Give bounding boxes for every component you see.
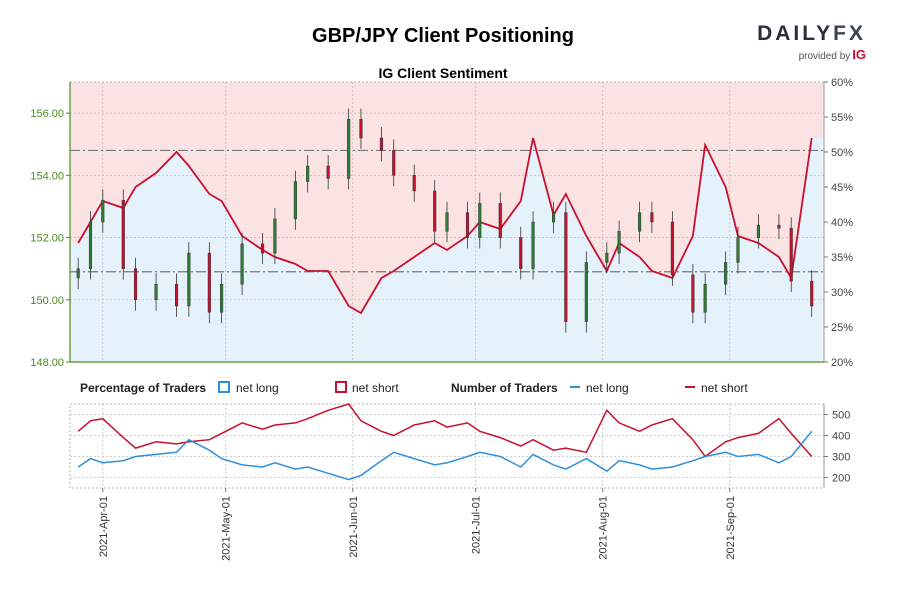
traders-tick-label: 400	[832, 431, 850, 443]
sentiment-tick-label: 35%	[831, 252, 853, 264]
brand-name: DAILYFX	[757, 22, 866, 46]
candle	[703, 283, 707, 313]
sentiment-tick-label: 60%	[831, 77, 853, 89]
candle	[584, 262, 588, 322]
date-tick-label: 2021-Jul-01	[471, 496, 483, 554]
chart-subtitle: IG Client Sentiment	[378, 65, 507, 81]
candle	[478, 203, 482, 238]
traders-tick-label: 200	[832, 473, 850, 485]
candle	[347, 119, 351, 179]
ig-logo: IG	[852, 47, 866, 62]
candle	[220, 283, 224, 313]
candle	[261, 243, 265, 254]
price-sentiment-panel: 148.00 150.00 152.00 154.00 156.00 20% 25% 30% 3…	[30, 77, 853, 369]
candle	[736, 237, 740, 263]
candle	[756, 224, 760, 238]
candle	[810, 280, 814, 307]
sentiment-tick-label: 45%	[831, 182, 853, 194]
candle	[174, 283, 179, 307]
candle	[617, 231, 621, 254]
date-tick-label: 2021-Sep-01	[725, 496, 737, 560]
brand-name-left: DAILY	[757, 22, 834, 45]
net-short-area	[70, 82, 824, 313]
candle	[519, 237, 523, 269]
candle	[207, 252, 211, 313]
candle	[154, 283, 158, 301]
candle	[465, 212, 470, 238]
traders-tick-label: 300	[832, 452, 850, 464]
sentiment-tick-label: 50%	[831, 147, 853, 159]
sentiment-tick-label: 40%	[831, 217, 853, 229]
legend-number-title: Number of Traders	[451, 381, 558, 395]
price-tick-label: 148.00	[30, 357, 64, 369]
candle	[359, 119, 363, 139]
candle	[293, 181, 297, 220]
candle	[691, 274, 695, 313]
candle	[88, 221, 93, 269]
candle	[379, 137, 383, 151]
sentiment-tick-label: 20%	[831, 357, 853, 369]
brand-provided-by: provided by IG	[757, 47, 866, 62]
candle	[531, 221, 535, 269]
date-tick-label: 2021-Jun-01	[348, 496, 360, 558]
sentiment-tick-label: 55%	[831, 112, 853, 124]
legend-pct-short-label: net short	[352, 381, 399, 395]
candle	[638, 212, 642, 232]
candle	[187, 252, 191, 307]
candle	[273, 218, 277, 254]
chart-title: GBP/JPY Client Positioning	[312, 25, 574, 47]
candle	[670, 221, 674, 276]
candle	[724, 262, 728, 285]
traders-tick-label: 500	[832, 410, 850, 422]
brand-name-right: FX	[833, 22, 866, 45]
candle	[306, 165, 310, 182]
price-tick-label: 156.00	[30, 108, 64, 120]
sentiment-tick-label: 30%	[831, 287, 853, 299]
candle	[76, 268, 80, 279]
date-axis: 2021-Apr-01 2021-May-01 2021-Jun-01 2021-Ju…	[98, 488, 737, 561]
legend-pct-long-label: net long	[236, 381, 279, 395]
dailyfx-logo: DAILYFX provided by IG	[757, 22, 866, 62]
candle	[121, 199, 125, 269]
price-tick-label: 152.00	[30, 233, 64, 245]
candle	[789, 227, 793, 282]
candle	[101, 199, 105, 223]
date-tick-label: 2021-Aug-01	[598, 496, 610, 560]
candle	[412, 175, 416, 192]
candle	[326, 165, 330, 179]
candle	[650, 212, 654, 223]
candle	[777, 224, 781, 229]
legend-pct-short-swatch	[335, 381, 347, 393]
candle	[240, 243, 244, 285]
legend-num-short-label: net short	[701, 381, 748, 395]
candle	[564, 212, 568, 322]
candle	[498, 203, 502, 238]
sentiment-line	[77, 137, 813, 315]
traders-short-line	[77, 403, 813, 458]
legend-pct-long-swatch	[218, 381, 230, 393]
price-tick-label: 150.00	[30, 295, 64, 307]
traders-long-line	[77, 430, 813, 481]
candle	[392, 150, 396, 176]
legend: Percentage of Traders net long net short…	[80, 381, 748, 395]
candle	[605, 252, 609, 263]
provided-by-text: provided by	[798, 51, 851, 62]
legend-num-long-label: net long	[586, 381, 629, 395]
traders-panel: 200 300 400 500	[69, 403, 850, 489]
candle	[445, 212, 449, 232]
price-tick-label: 154.00	[30, 170, 64, 182]
date-tick-label: 2021-Apr-01	[98, 496, 110, 557]
candle	[551, 212, 556, 223]
legend-percentage-title: Percentage of Traders	[80, 381, 206, 395]
candle	[134, 268, 138, 301]
candle	[433, 190, 437, 232]
sentiment-tick-label: 25%	[831, 322, 853, 334]
date-tick-label: 2021-May-01	[221, 496, 233, 561]
